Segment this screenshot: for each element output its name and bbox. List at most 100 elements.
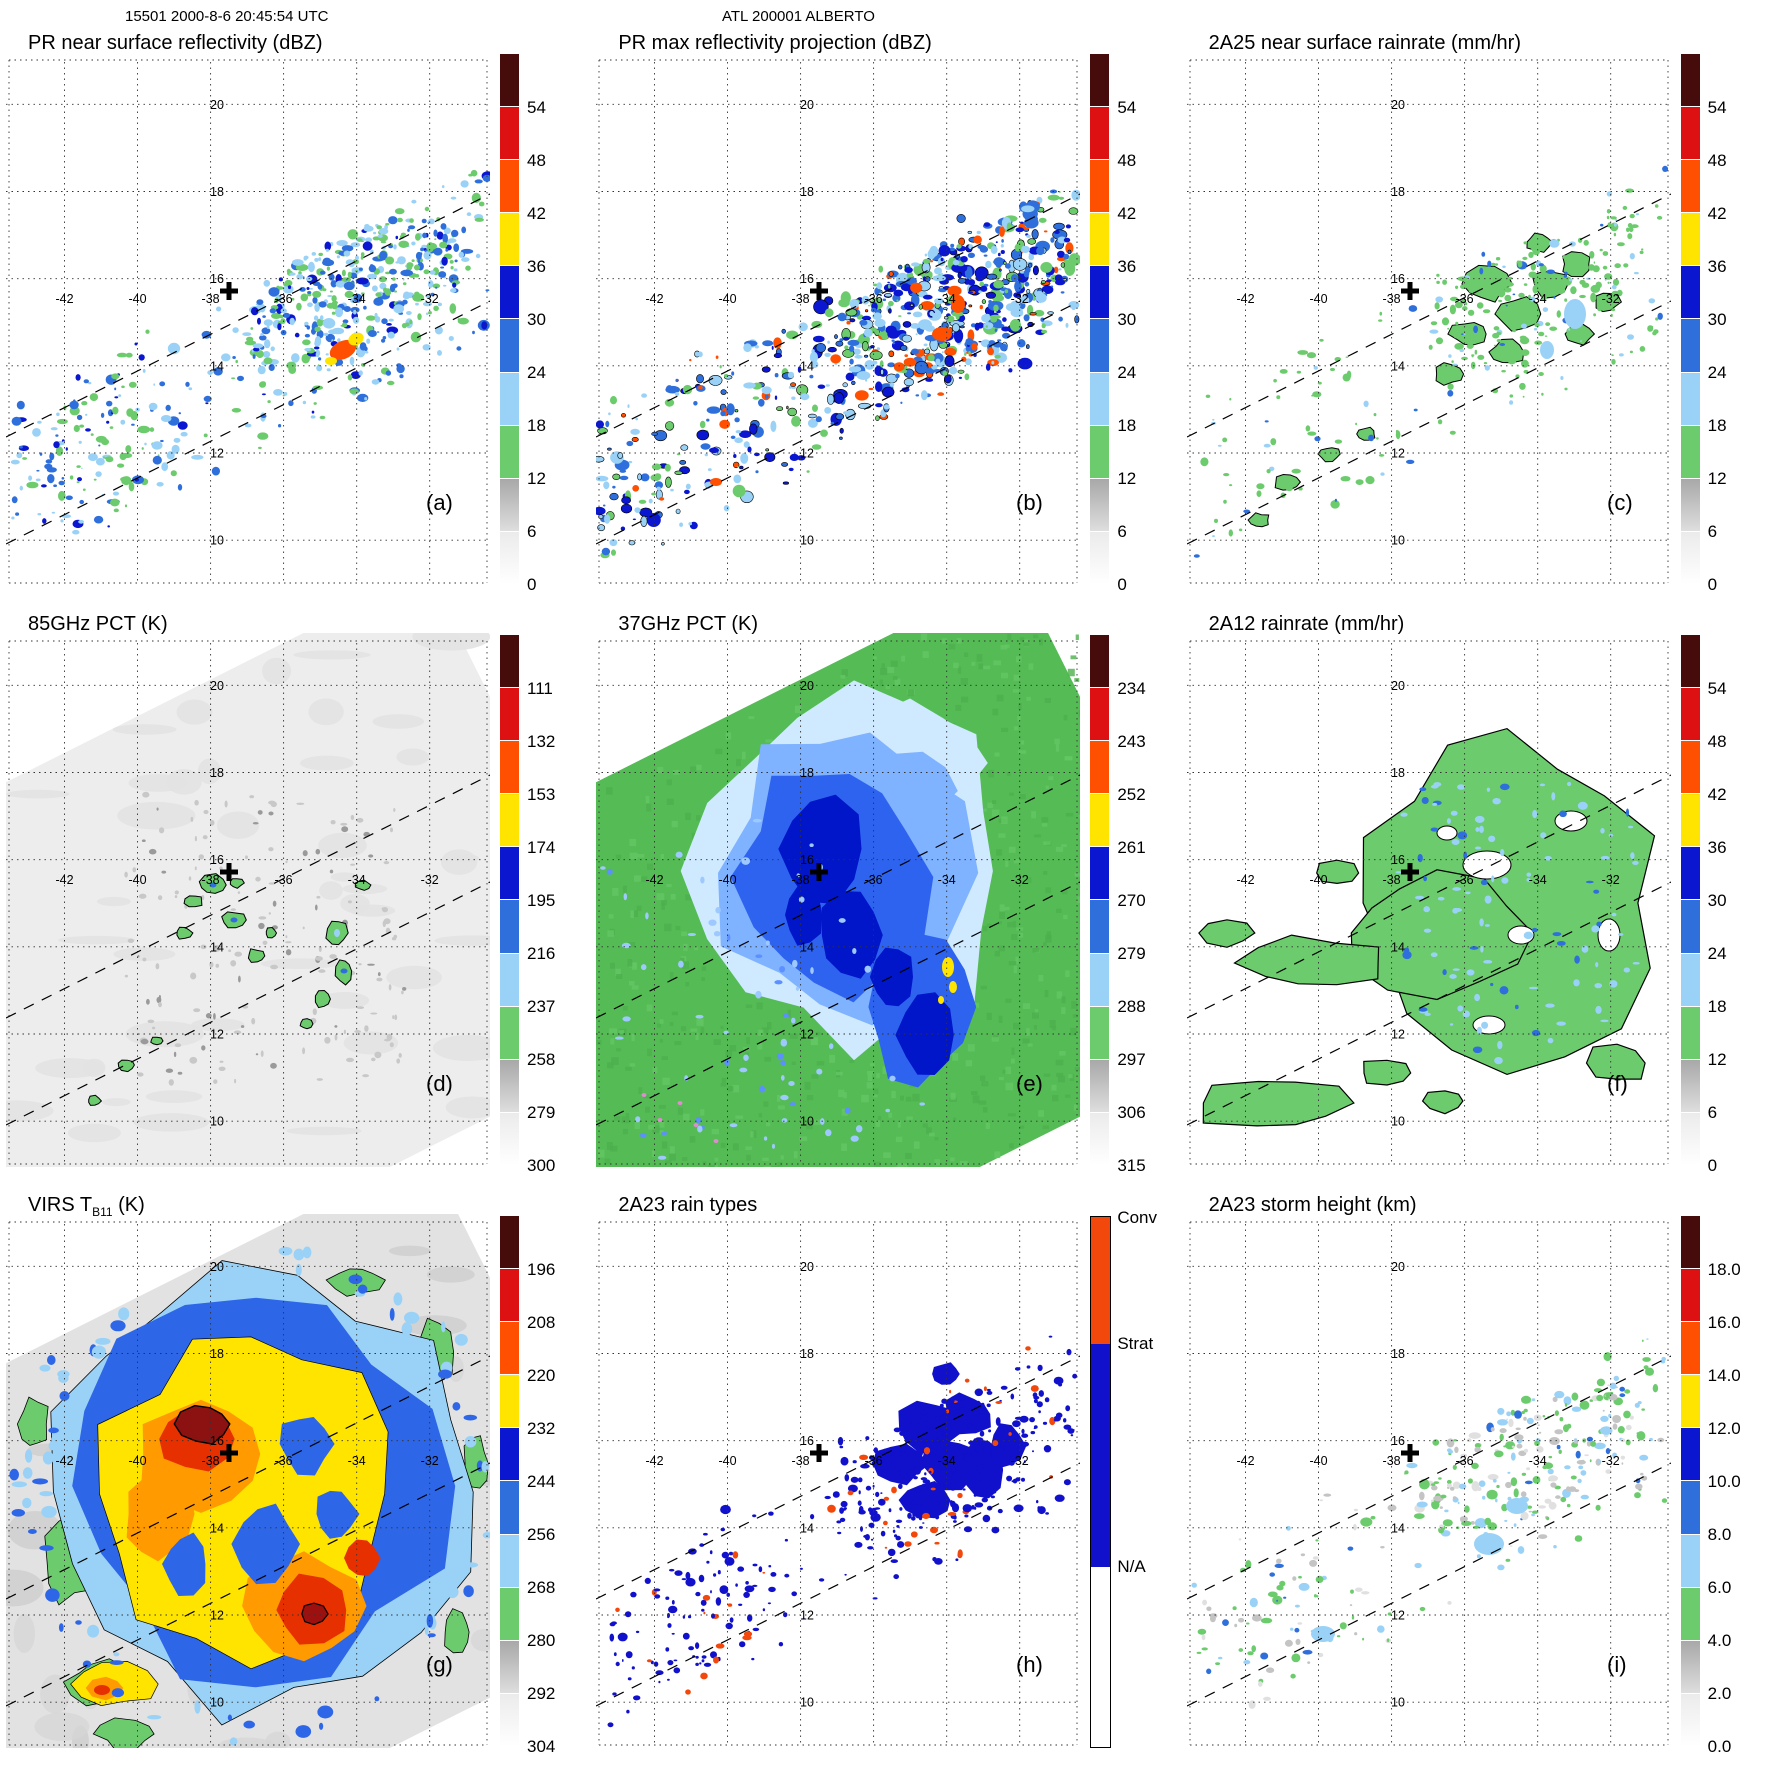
map-shape (1489, 277, 1494, 283)
lon-label: -40 (1309, 292, 1327, 306)
map-shape (1474, 349, 1477, 355)
map-shape (1009, 846, 1016, 853)
map-shape (619, 1030, 625, 1034)
map-shape (1640, 1475, 1647, 1481)
map-shape (216, 811, 260, 839)
map-shape (1520, 349, 1530, 356)
map-shape (1266, 469, 1271, 474)
map-shape (627, 404, 630, 408)
map-shape (971, 1505, 976, 1510)
map-shape (444, 1608, 470, 1654)
map-shape (808, 413, 818, 419)
map-shape (372, 285, 378, 292)
map-shape (983, 665, 991, 670)
map-shape (11, 516, 15, 520)
map-shape (900, 344, 908, 351)
map-shape (958, 237, 966, 246)
map-shape (892, 342, 896, 345)
map-shape (118, 394, 122, 397)
map-shape (81, 467, 83, 469)
map-shape (264, 339, 271, 349)
map-shape (956, 214, 967, 224)
colorbar-seg (500, 54, 519, 107)
map-shape (1531, 1029, 1540, 1037)
map-shape (942, 638, 948, 644)
map-shape (152, 455, 162, 465)
lon-label: -34 (1528, 292, 1546, 306)
map-shape (1043, 871, 1048, 875)
map-shape (675, 925, 681, 931)
map-shape (836, 1071, 844, 1076)
colorbar-label-strat: Strat (1117, 1334, 1154, 1354)
map-shape (289, 272, 296, 276)
map-shape (1001, 672, 1009, 679)
map-shape (60, 519, 64, 523)
map-shape (313, 346, 320, 350)
map-shape (943, 1482, 949, 1489)
map-shape (1065, 970, 1071, 978)
lat-label: 12 (800, 1609, 814, 1623)
map-shape (1593, 1442, 1606, 1450)
map-shape (423, 251, 432, 260)
map-shape (1452, 1496, 1457, 1500)
colorbar-seg (1680, 1269, 1700, 1322)
map-shape (628, 1677, 632, 1681)
map-shape (1068, 207, 1079, 215)
map-shape (839, 427, 845, 434)
colorbar-seg (1680, 1481, 1700, 1534)
swath-edge-line (6, 881, 490, 1126)
map-shape (433, 229, 438, 237)
map-shape (999, 1446, 1002, 1449)
map-shape (1639, 346, 1645, 352)
map-shape (267, 400, 271, 404)
map-shape (434, 935, 490, 946)
map-shape (317, 1705, 334, 1719)
map-shape (422, 232, 427, 239)
map-shape (1211, 418, 1215, 421)
map-shape (1533, 340, 1542, 345)
map-shape (463, 1414, 478, 1421)
map-shape (78, 519, 84, 524)
map-shape (1521, 1472, 1526, 1476)
map-shape (1380, 472, 1385, 476)
map-shape (1515, 374, 1520, 379)
map-shape (1452, 1439, 1457, 1442)
map-shape (261, 327, 271, 335)
map-shape (888, 284, 891, 289)
map-shape (88, 1094, 103, 1106)
map-shape (1625, 808, 1629, 817)
map-shape (749, 423, 758, 435)
lat-label: 18 (800, 766, 814, 780)
map-shape (731, 1085, 740, 1093)
map-shape (700, 443, 711, 450)
colorbar-tick: 36 (1117, 257, 1137, 276)
colorbar-seg (500, 1693, 519, 1746)
map-shape (1201, 1634, 1206, 1641)
map-shape (396, 748, 429, 766)
map-shape (981, 1402, 985, 1409)
map-shape (993, 660, 1002, 666)
map-shape (959, 376, 963, 379)
map-shape (1487, 1474, 1499, 1480)
map-shape (988, 1429, 992, 1433)
map-shape (1399, 812, 1408, 817)
map-shape (257, 317, 261, 325)
map-shape (978, 1100, 987, 1105)
map-shape (169, 454, 172, 457)
map-shape (334, 929, 340, 937)
map-shape (792, 959, 798, 968)
map-shape (873, 656, 878, 660)
map-shape (762, 1027, 769, 1034)
map-shape (1566, 1503, 1571, 1508)
map-shape (1221, 1619, 1229, 1626)
map-shape (1493, 344, 1496, 347)
map-shape (791, 386, 797, 390)
map-shape (1579, 264, 1585, 274)
map-shape (249, 795, 255, 799)
map-shape (471, 192, 481, 203)
colorbar-seg (1680, 1693, 1700, 1746)
map-shape (362, 1074, 370, 1078)
map-shape (836, 1520, 842, 1524)
map-shape (331, 295, 337, 302)
